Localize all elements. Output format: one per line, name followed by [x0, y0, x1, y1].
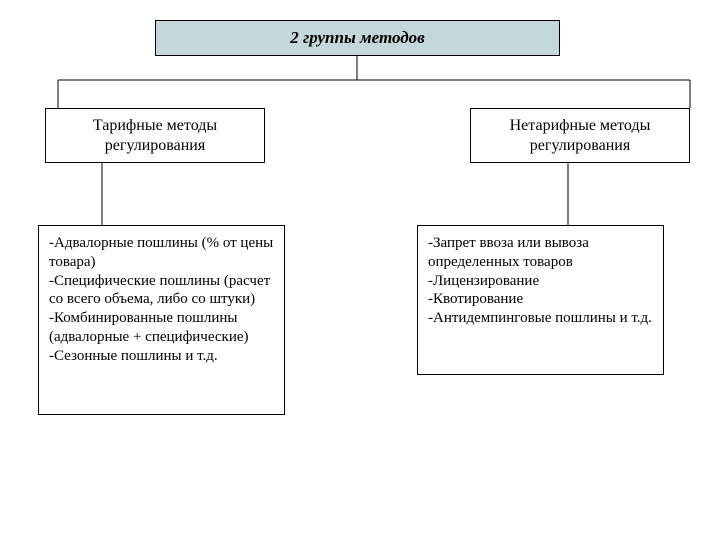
branch-0-body-text: -Адвалорные пошлины (% от цены товара) -…	[49, 235, 273, 364]
root-title-box: 2 группы методов	[155, 20, 560, 56]
branch-1-header-box: Нетарифные методы регулирования	[470, 108, 690, 163]
branch-0-header-text: Тарифные методы регулирования	[46, 116, 264, 156]
branch-1-body-box: -Запрет ввоза или вывоза определенных то…	[417, 225, 664, 375]
branch-1-header-text: Нетарифные методы регулирования	[471, 116, 689, 156]
branch-1-body-text: -Запрет ввоза или вывоза определенных то…	[428, 235, 652, 326]
branch-0-body-box: -Адвалорные пошлины (% от цены товара) -…	[38, 225, 285, 415]
branch-0-header-box: Тарифные методы регулирования	[45, 108, 265, 163]
root-title-text: 2 группы методов	[290, 27, 425, 48]
